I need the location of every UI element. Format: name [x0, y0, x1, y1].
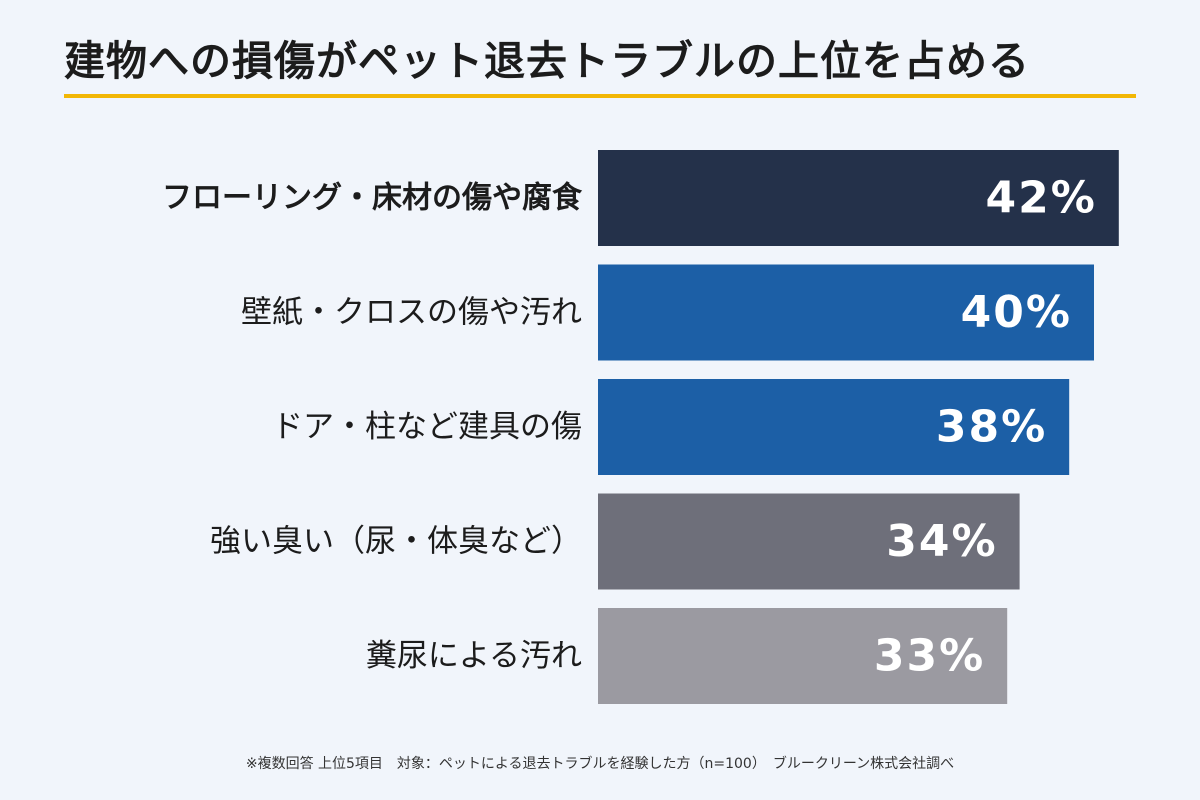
category-label-3: ドア・柱など建具の傷	[272, 409, 582, 445]
value-label-1: 42%	[985, 173, 1096, 224]
value-label-3: 38%	[936, 402, 1047, 453]
footnote: ※複数回答 上位5項目 対象：ペットによる退去トラブルを経験した方（n=100）…	[245, 756, 955, 772]
category-label-4: 強い臭い（尿・体臭など）	[210, 524, 582, 560]
bar-4	[598, 493, 1020, 590]
category-label-5: 糞尿による汚れ	[366, 638, 582, 674]
bar-1	[598, 150, 1119, 246]
category-label-1: フローリング・床材の傷や腐食	[162, 181, 583, 216]
bar-3	[598, 379, 1070, 475]
bar-5	[598, 608, 1008, 704]
title-underline	[64, 94, 1136, 98]
bar-2	[598, 264, 1094, 361]
value-label-2: 40%	[961, 287, 1072, 338]
value-label-4: 34%	[886, 516, 997, 567]
category-label-2: 壁紙・クロスの傷や汚れ	[241, 295, 582, 331]
chart-title: 建物への損傷がペット退去トラブルの上位を占める	[64, 37, 1030, 85]
value-label-5: 33%	[874, 631, 985, 682]
